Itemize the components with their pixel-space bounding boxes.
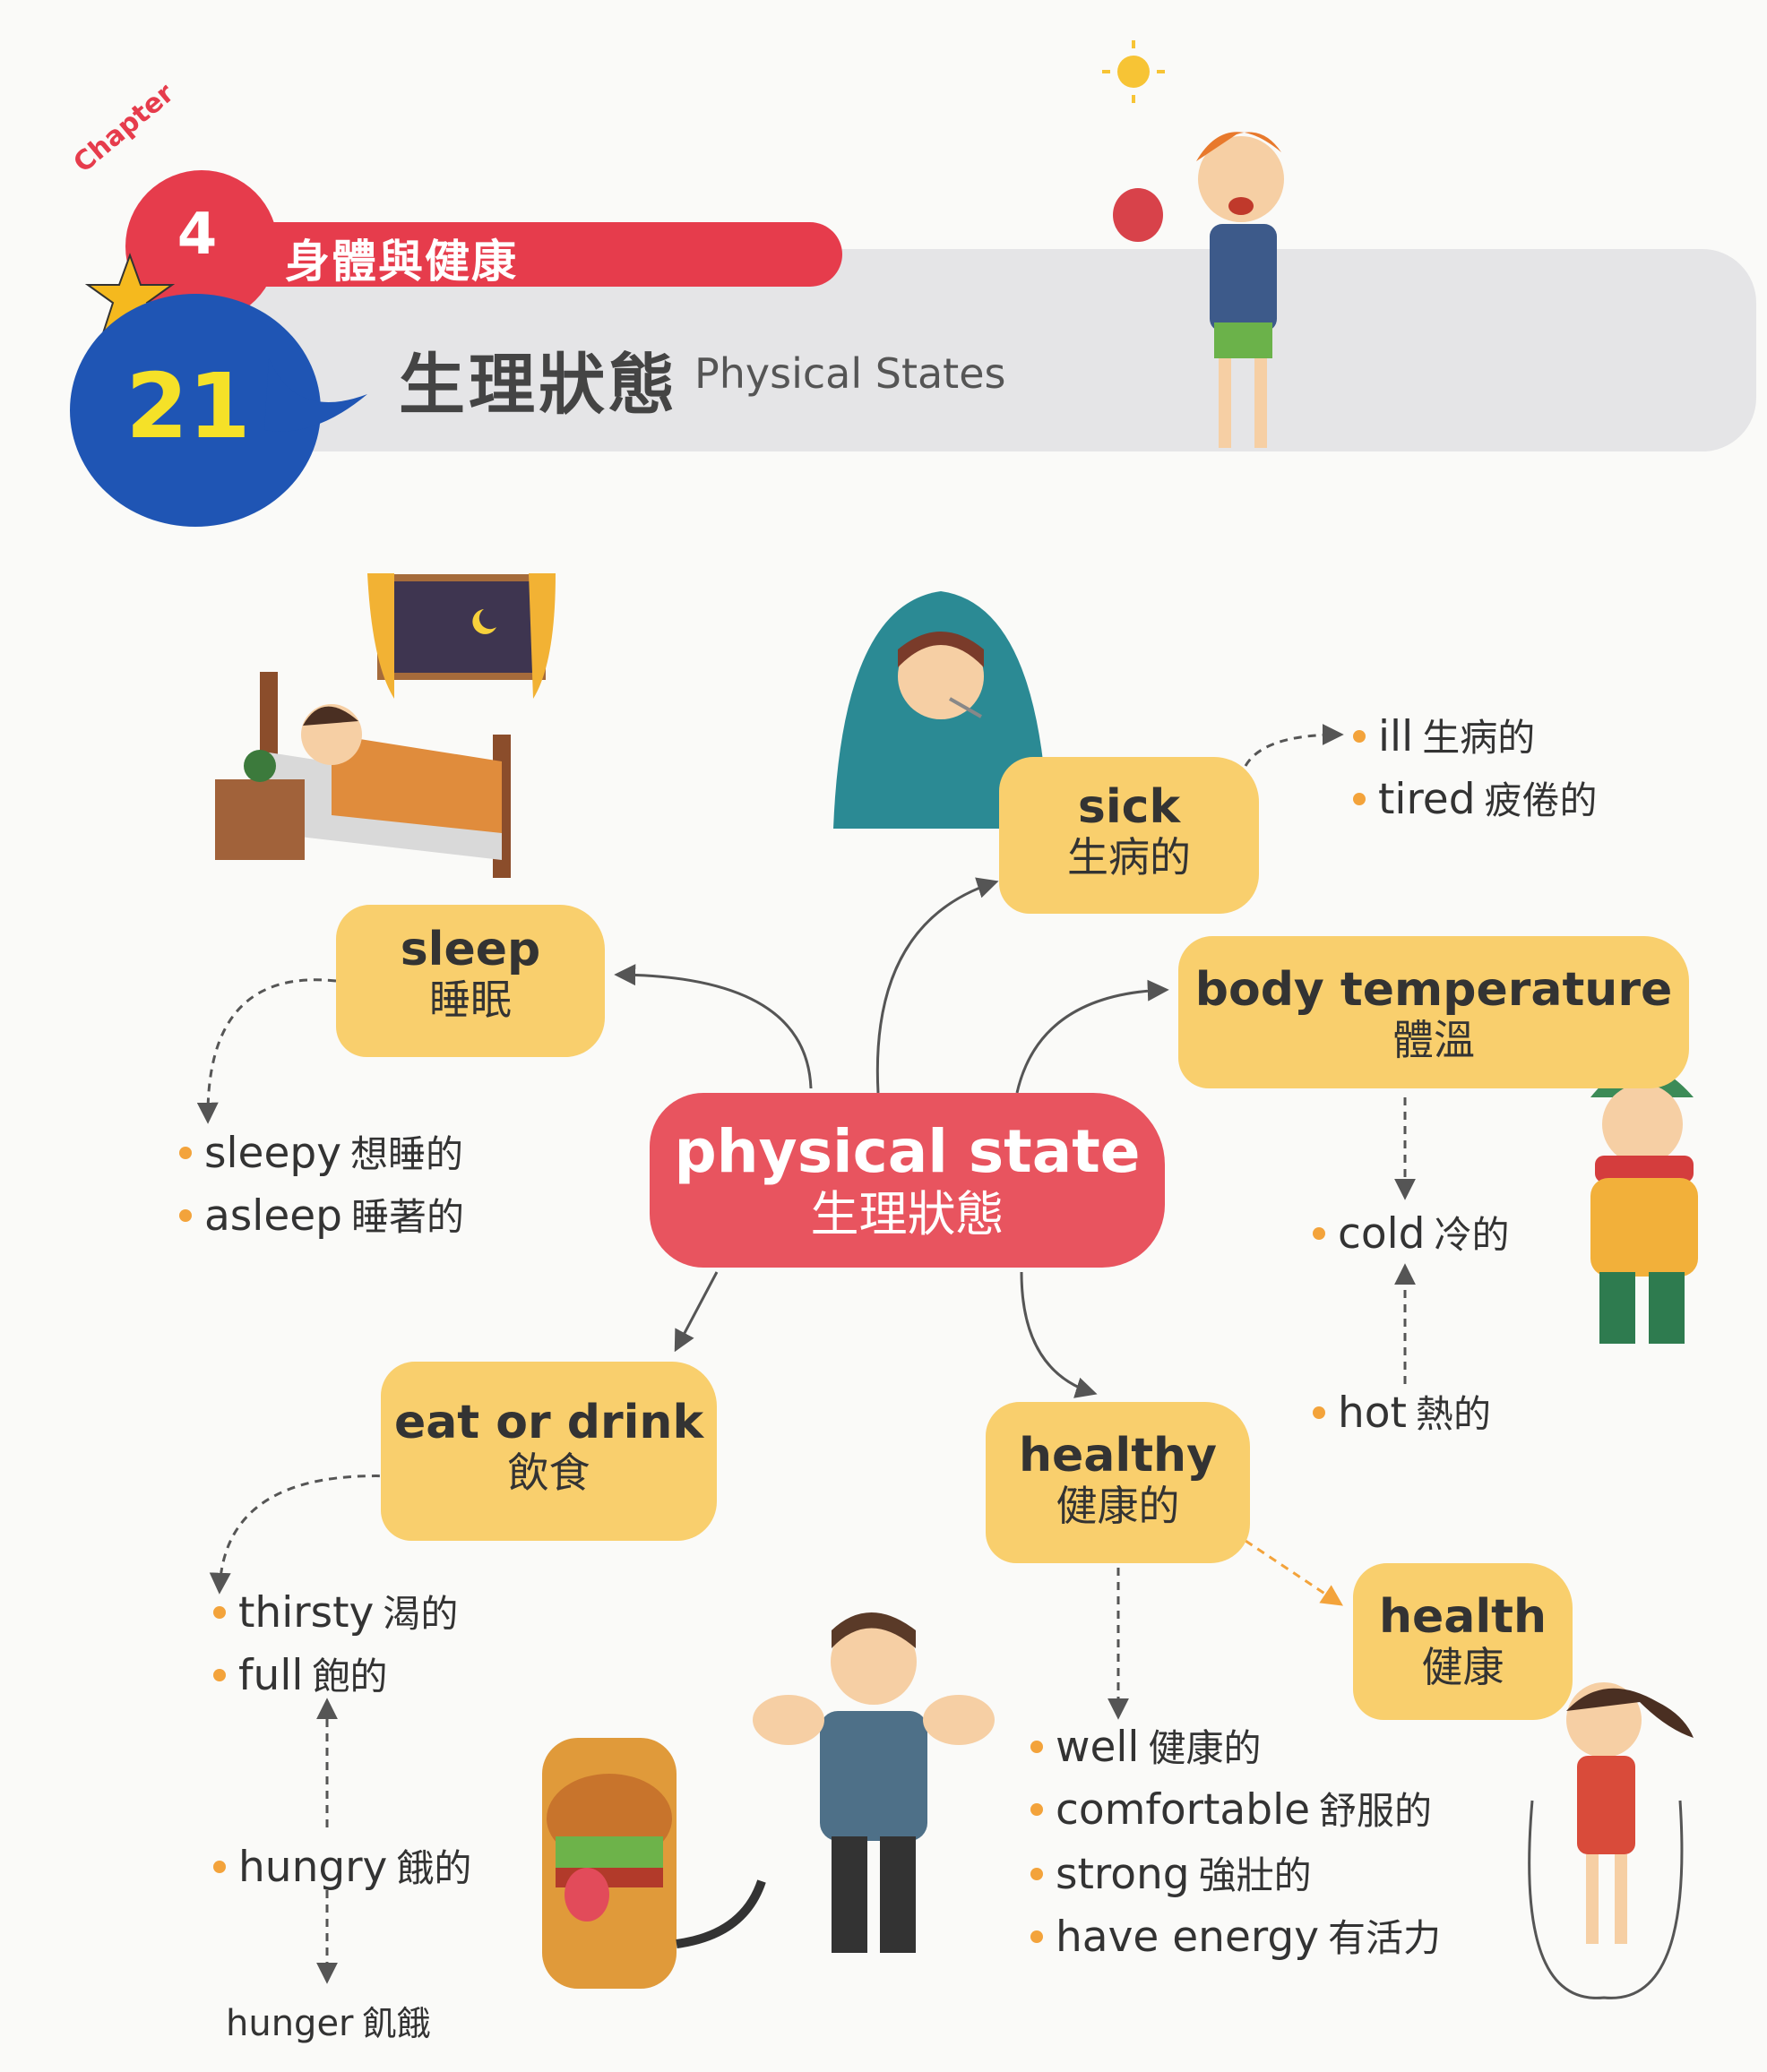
word-ill: ill 生病的 — [1353, 708, 1535, 762]
node-healthy-en: healthy — [1019, 1429, 1217, 1483]
chapter-number: 4 — [177, 202, 218, 268]
word-thirsty: thirsty 渴的 — [213, 1584, 458, 1638]
bullet-icon — [1030, 1930, 1043, 1943]
word-comfortable: comfortable 舒服的 — [1030, 1781, 1432, 1836]
dashed-healthy-health — [1245, 1539, 1343, 1606]
cold-child-illustration — [1590, 1066, 1698, 1344]
word-asleep: asleep 睡著的 — [179, 1187, 464, 1242]
speech-tail-icon — [264, 358, 367, 432]
word-sleepy: sleepy 想睡的 — [179, 1124, 463, 1179]
bullet-icon — [213, 1860, 226, 1873]
lesson-title-zh: 生理狀態 — [399, 347, 678, 424]
arrow-to-body-temperature — [1015, 979, 1169, 1094]
arrow-to-sleep — [614, 964, 813, 1089]
bullet-icon — [213, 1605, 226, 1619]
sleeping-boy-illustration — [215, 573, 556, 878]
jump-rope-girl-illustration — [1528, 1682, 1694, 1999]
bullet-icon — [1353, 792, 1366, 805]
arrow-to-sick — [875, 877, 999, 1094]
node-health-zh: 健康 — [1421, 1643, 1504, 1692]
node-healthy: healthy 健康的 — [986, 1402, 1250, 1563]
word-strong: strong 強壯的 — [1030, 1845, 1312, 1900]
bullet-icon — [1030, 1802, 1043, 1816]
strong-man-illustration — [753, 1612, 995, 1953]
chapter-title: 身體與健康 — [285, 236, 518, 288]
hot-boy-illustration — [1102, 40, 1284, 448]
node-sick-en: sick — [1077, 780, 1181, 834]
node-body-temperature-en: body temperature — [1194, 963, 1673, 1017]
bullet-icon — [1313, 1406, 1325, 1419]
center-zh: 生理狀態 — [810, 1185, 1004, 1242]
node-physical-state: physical state 生理狀態 — [650, 1093, 1165, 1268]
node-sleep-zh: 睡眠 — [429, 976, 512, 1025]
bullet-icon — [1353, 729, 1366, 743]
word-hot: hot 熱的 — [1313, 1384, 1491, 1439]
bullet-icon — [1313, 1226, 1325, 1240]
node-body-temperature: body temperature 體溫 — [1178, 936, 1689, 1088]
word-have-energy: have energy 有活力 — [1030, 1908, 1441, 1963]
node-eat-or-drink-en: eat or drink — [393, 1396, 704, 1449]
dashed-sleep-words — [196, 978, 337, 1124]
bullet-icon — [213, 1668, 226, 1681]
node-sick-zh: 生病的 — [1067, 833, 1191, 882]
node-sick: sick 生病的 — [999, 757, 1259, 914]
arrow-to-eat-or-drink — [674, 1271, 719, 1353]
word-tired: tired 疲倦的 — [1353, 770, 1598, 825]
center-en: physical state — [674, 1117, 1141, 1186]
dashed-eat-words — [209, 1474, 395, 1595]
word-cold: cold 冷的 — [1313, 1205, 1510, 1260]
node-sleep: sleep 睡眠 — [336, 905, 605, 1057]
node-sleep-en: sleep — [400, 923, 541, 976]
node-eat-or-drink-zh: 飲食 — [507, 1449, 590, 1498]
sun-icon — [1102, 40, 1165, 103]
bullet-icon — [1030, 1740, 1043, 1753]
word-hungry: hungry 餓的 — [213, 1838, 471, 1893]
node-healthy-zh: 健康的 — [1056, 1482, 1180, 1531]
word-hunger: hunger 飢餓 — [226, 2003, 431, 2044]
sick-child-illustration — [833, 591, 1048, 829]
lesson-number: 21 — [125, 354, 251, 459]
word-well: well 健康的 — [1030, 1718, 1262, 1773]
bullet-icon — [179, 1208, 192, 1222]
arrow-to-healthy — [1020, 1271, 1098, 1398]
monster-burger-illustration — [542, 1738, 766, 1989]
dashed-sick-words — [1244, 724, 1344, 767]
node-health: health 健康 — [1353, 1563, 1573, 1720]
lesson-title-en: Physical States — [694, 349, 1006, 398]
word-full: full 飽的 — [213, 1646, 387, 1701]
node-eat-or-drink: eat or drink 飲食 — [381, 1362, 717, 1541]
bullet-icon — [1030, 1867, 1043, 1880]
node-health-en: health — [1378, 1590, 1547, 1644]
node-body-temperature-zh: 體溫 — [1392, 1016, 1475, 1065]
bullet-icon — [179, 1146, 192, 1159]
